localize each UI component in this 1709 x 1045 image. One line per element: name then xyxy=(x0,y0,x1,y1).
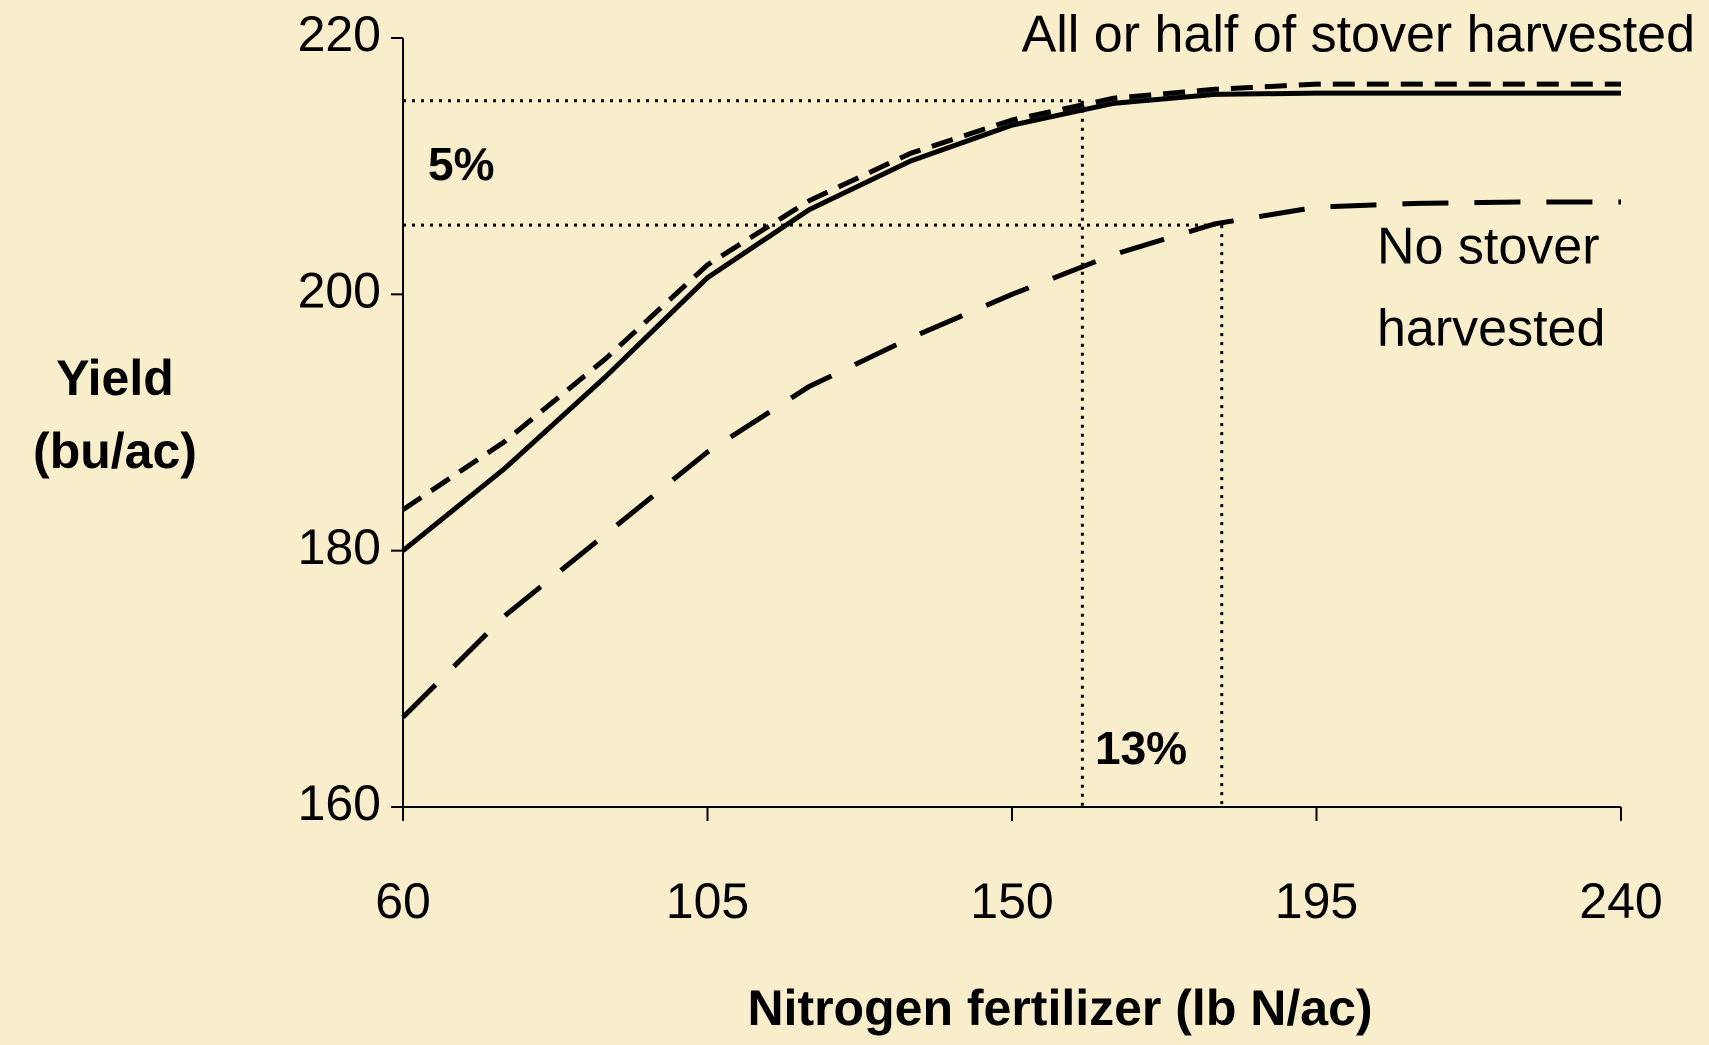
y-tick-label: 220 xyxy=(298,6,381,62)
x-tick-label: 150 xyxy=(970,873,1053,929)
series-line xyxy=(401,199,1621,720)
series-line xyxy=(401,90,1621,553)
y-tick-label: 160 xyxy=(298,775,381,831)
gap-label: 5% xyxy=(428,138,494,190)
y-tick-label: 180 xyxy=(298,519,381,575)
x-axis-title: Nitrogen fertilizer (lb N/ac) xyxy=(747,980,1372,1036)
x-tick-label: 60 xyxy=(375,873,431,929)
y-axis-title: Yield xyxy=(56,350,174,406)
series-line xyxy=(401,81,1621,512)
x-tick-label: 240 xyxy=(1579,873,1662,929)
series-annotation: All or half of stover harvested xyxy=(1022,6,1695,64)
gap-label: 13% xyxy=(1095,722,1187,774)
series-annotation: No stover xyxy=(1377,218,1600,276)
x-tick-label: 195 xyxy=(1275,873,1358,929)
x-tick-label: 105 xyxy=(666,873,749,929)
y-axis-title: (bu/ac) xyxy=(33,423,197,479)
y-tick-label: 200 xyxy=(298,263,381,319)
series-annotation: harvested xyxy=(1377,300,1605,358)
